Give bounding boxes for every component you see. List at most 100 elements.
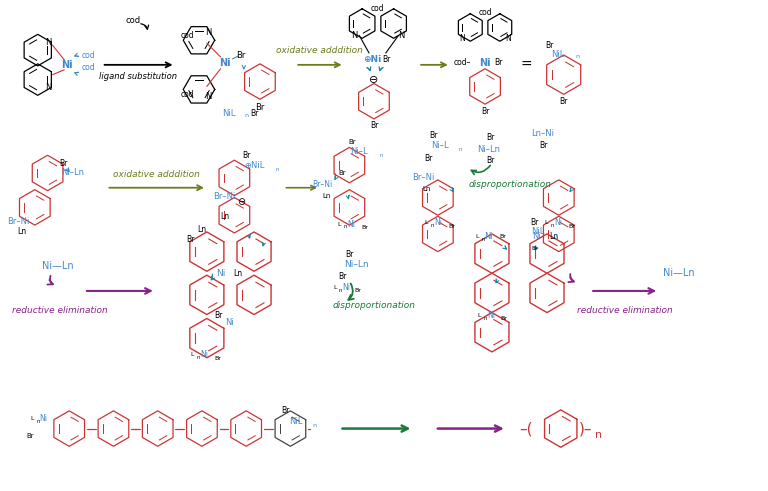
Text: Ln: Ln xyxy=(423,186,432,191)
Text: n: n xyxy=(197,355,200,360)
Text: n: n xyxy=(36,419,39,424)
Text: N: N xyxy=(505,34,511,43)
Text: Ni: Ni xyxy=(225,318,233,327)
Text: L: L xyxy=(475,234,479,240)
Text: N: N xyxy=(351,31,357,40)
Text: Ni–L: Ni–L xyxy=(350,147,368,156)
Text: Ni: Ni xyxy=(200,351,208,359)
Text: Br: Br xyxy=(186,235,194,245)
Text: N: N xyxy=(399,31,405,40)
Text: ⊕Ni: ⊕Ni xyxy=(362,55,381,64)
Text: Br: Br xyxy=(568,223,575,228)
Text: n: n xyxy=(430,222,434,227)
Text: Ln: Ln xyxy=(18,227,27,237)
Text: =: = xyxy=(521,58,532,72)
Text: Ni: Ni xyxy=(531,232,541,242)
Text: ligand substitution: ligand substitution xyxy=(99,72,177,81)
Text: L: L xyxy=(478,313,481,318)
Text: n: n xyxy=(553,233,557,239)
Text: n: n xyxy=(244,113,248,118)
Text: Br: Br xyxy=(495,58,503,67)
Text: Ln: Ln xyxy=(197,224,207,234)
Text: Ln–Ni: Ln–Ni xyxy=(531,129,554,138)
Text: reductive elimination: reductive elimination xyxy=(12,306,108,315)
Text: Br: Br xyxy=(281,407,290,415)
Text: Ln: Ln xyxy=(323,192,331,198)
Text: Ni: Ni xyxy=(479,58,491,68)
Text: Br: Br xyxy=(500,316,507,321)
Text: Br: Br xyxy=(369,121,378,130)
Text: Br: Br xyxy=(214,311,223,320)
Text: Br: Br xyxy=(237,51,246,59)
Text: Br: Br xyxy=(362,224,369,229)
Text: n: n xyxy=(379,153,382,158)
Text: Br: Br xyxy=(530,218,538,227)
Text: n: n xyxy=(594,431,601,440)
Text: n: n xyxy=(482,237,485,243)
Text: L: L xyxy=(545,219,548,224)
Text: Br–Ni: Br–Ni xyxy=(412,173,435,182)
Text: oxidative adddition: oxidative adddition xyxy=(276,46,363,55)
Text: NiL: NiL xyxy=(222,109,235,118)
Text: NiL: NiL xyxy=(531,227,545,237)
Text: Br: Br xyxy=(339,170,346,176)
Text: Ni: Ni xyxy=(554,218,562,227)
Text: Ln: Ln xyxy=(220,212,229,221)
Text: Ni: Ni xyxy=(347,219,356,229)
Text: Br: Br xyxy=(539,141,548,150)
Text: Ln: Ln xyxy=(549,232,558,242)
Text: Br: Br xyxy=(339,272,346,281)
Text: Ni: Ni xyxy=(485,232,493,242)
Text: n: n xyxy=(339,288,343,294)
Text: n: n xyxy=(344,223,347,228)
Text: L: L xyxy=(338,221,341,226)
Text: Br: Br xyxy=(242,151,250,160)
Text: cod: cod xyxy=(371,4,385,13)
Text: n: n xyxy=(312,423,316,428)
Text: reductive elimination: reductive elimination xyxy=(577,306,673,315)
Text: Br–Ni: Br–Ni xyxy=(214,192,236,201)
Text: n: n xyxy=(458,147,462,152)
Text: Ni: Ni xyxy=(40,414,48,423)
Text: n: n xyxy=(276,166,280,171)
Text: Br: Br xyxy=(255,103,265,111)
Text: )–: )– xyxy=(578,421,592,436)
Text: Ni—Ln: Ni—Ln xyxy=(41,261,73,272)
Text: Ni–Ln: Ni–Ln xyxy=(478,145,501,154)
Text: Br: Br xyxy=(424,154,432,163)
Text: Br: Br xyxy=(26,434,34,439)
Text: Br: Br xyxy=(382,55,391,64)
Text: ⊖: ⊖ xyxy=(237,197,245,208)
Text: cod: cod xyxy=(180,90,194,99)
Text: N: N xyxy=(45,83,51,92)
Text: Ni: Ni xyxy=(61,60,73,70)
Text: Br: Br xyxy=(59,159,68,167)
Text: cod: cod xyxy=(180,31,194,40)
Text: Ni: Ni xyxy=(216,269,225,278)
Text: Br: Br xyxy=(345,250,353,259)
Text: Br: Br xyxy=(531,246,538,251)
Text: Br: Br xyxy=(486,156,494,164)
Text: cod: cod xyxy=(82,51,96,59)
Text: n: n xyxy=(483,316,487,321)
Text: Br: Br xyxy=(499,234,506,240)
Text: Ni—Ln: Ni—Ln xyxy=(663,268,694,278)
Text: L: L xyxy=(190,353,194,357)
Text: Br: Br xyxy=(560,97,568,106)
Text: Br: Br xyxy=(349,138,356,144)
Text: Ni–Ln: Ni–Ln xyxy=(344,260,369,269)
Text: Br: Br xyxy=(486,133,494,142)
Text: cod: cod xyxy=(82,63,96,72)
Text: Br: Br xyxy=(355,288,362,294)
Text: N: N xyxy=(45,38,51,47)
Text: N: N xyxy=(459,34,465,43)
Text: Br: Br xyxy=(214,356,221,361)
Text: Br: Br xyxy=(481,107,489,115)
Text: disproportionation: disproportionation xyxy=(333,301,415,310)
Text: Br–Ni: Br–Ni xyxy=(313,180,333,189)
Text: oxidative adddition: oxidative adddition xyxy=(113,170,200,179)
Text: Br: Br xyxy=(546,41,554,50)
Text: Ni–Ln: Ni–Ln xyxy=(61,168,84,177)
Text: NiL: NiL xyxy=(289,417,302,426)
Text: Ni: Ni xyxy=(219,58,230,68)
